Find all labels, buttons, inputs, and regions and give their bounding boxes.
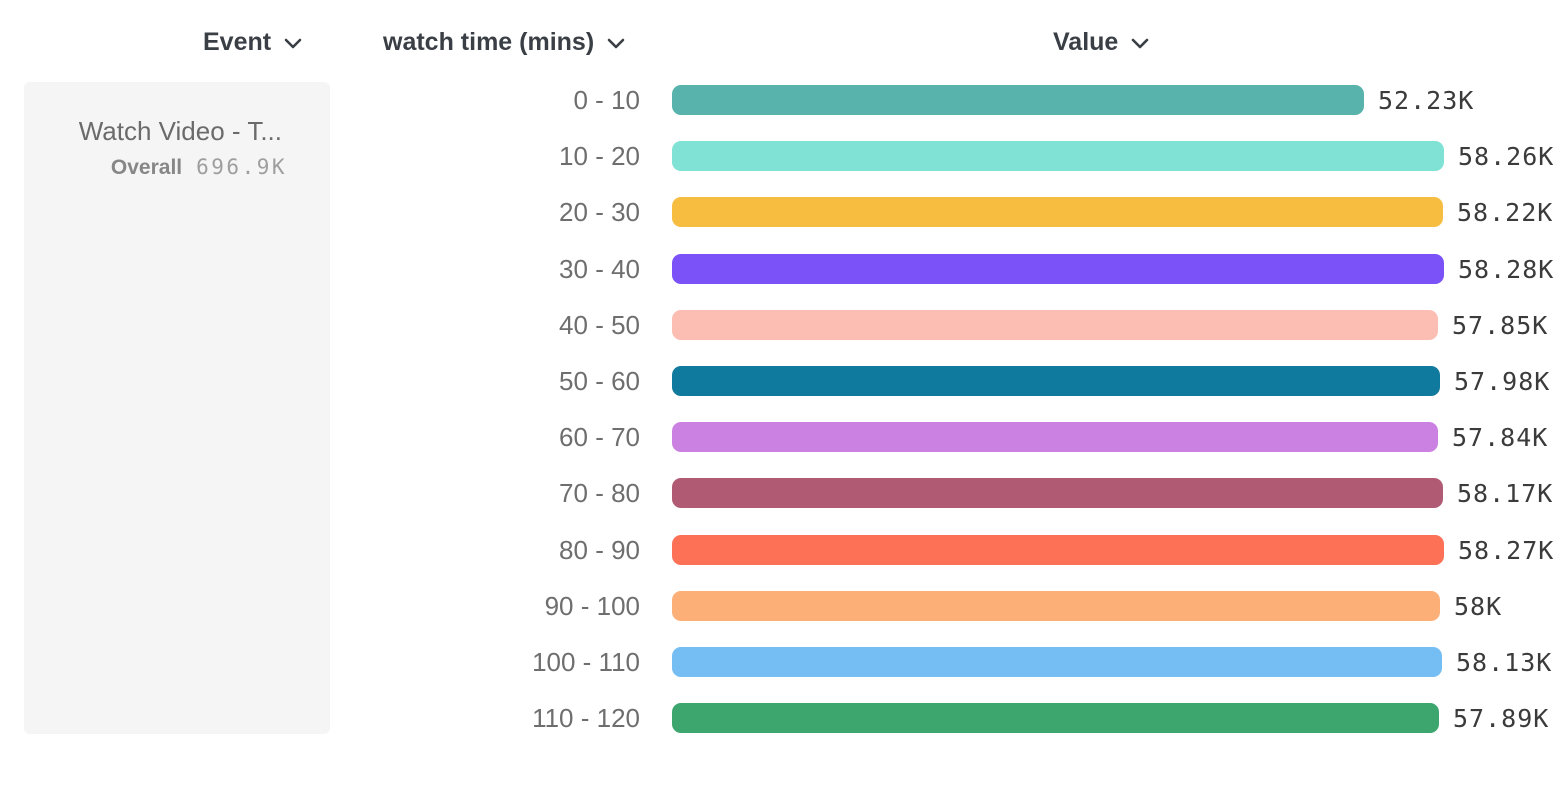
chart-row: 30 - 40 58.28K bbox=[0, 254, 1568, 284]
event-card[interactable]: Watch Video - T... Overall 696.9K bbox=[24, 82, 330, 734]
bar-value-label: 58.27K bbox=[1458, 536, 1555, 565]
chart-row: 100 - 110 58.13K bbox=[0, 647, 1568, 677]
bar-value-label: 58.28K bbox=[1458, 255, 1555, 284]
category-label: 20 - 30 bbox=[559, 197, 640, 227]
column-header-watch-time-label: watch time (mins) bbox=[383, 27, 595, 56]
category-label: 40 - 50 bbox=[559, 310, 640, 340]
chart-row: 10 - 20 58.26K bbox=[0, 141, 1568, 171]
bar-segment[interactable] bbox=[672, 591, 1440, 621]
bar-segment[interactable] bbox=[672, 535, 1444, 565]
bar-value-label: 52.23K bbox=[1378, 86, 1475, 115]
column-header-watch-time[interactable]: watch time (mins) bbox=[383, 27, 625, 57]
chart-row: 70 - 80 58.17K bbox=[0, 478, 1568, 508]
event-title: Watch Video - T... bbox=[78, 116, 282, 146]
bar-value-label: 57.85K bbox=[1452, 311, 1549, 340]
bar-segment[interactable] bbox=[672, 647, 1442, 677]
category-label: 110 - 120 bbox=[532, 703, 640, 733]
overall-label: Overall bbox=[110, 156, 183, 179]
chart-row: 0 - 10 52.23K bbox=[0, 85, 1568, 115]
column-header-event-label: Event bbox=[203, 27, 272, 56]
category-label: 10 - 20 bbox=[559, 141, 640, 171]
chart-row: 40 - 50 57.85K bbox=[0, 310, 1568, 340]
category-label: 80 - 90 bbox=[559, 535, 640, 565]
chart-row: 80 - 90 58.27K bbox=[0, 535, 1568, 565]
category-label: 60 - 70 bbox=[559, 422, 640, 452]
category-label: 50 - 60 bbox=[559, 366, 640, 396]
category-label: 100 - 110 bbox=[532, 647, 640, 677]
chart-row: 20 - 30 58.22K bbox=[0, 197, 1568, 227]
bar-value-label: 57.98K bbox=[1454, 367, 1551, 396]
chart-row: 60 - 70 57.84K bbox=[0, 422, 1568, 452]
bar-value-label: 57.84K bbox=[1452, 423, 1549, 452]
bar-segment[interactable] bbox=[672, 141, 1444, 171]
column-header-event[interactable]: Event bbox=[203, 27, 302, 57]
overall-value: 696.9K bbox=[196, 155, 287, 179]
bar-value-label: 58.22K bbox=[1457, 198, 1554, 227]
bar-segment[interactable] bbox=[672, 478, 1443, 508]
chart-row: 90 - 100 58K bbox=[0, 591, 1568, 621]
chart-row: 110 - 120 57.89K bbox=[0, 703, 1568, 733]
bar-value-label: 57.89K bbox=[1453, 704, 1550, 733]
event-overall-row: Overall 696.9K bbox=[111, 155, 287, 180]
chevron-down-icon bbox=[607, 38, 625, 49]
bar-segment[interactable] bbox=[672, 422, 1438, 452]
bar-segment[interactable] bbox=[672, 310, 1438, 340]
chevron-down-icon bbox=[1131, 38, 1149, 49]
column-header-value-label: Value bbox=[1053, 27, 1119, 56]
category-label: 0 - 10 bbox=[573, 85, 641, 115]
bar-value-label: 58K bbox=[1454, 592, 1503, 621]
column-header-value[interactable]: Value bbox=[1053, 27, 1149, 57]
category-label: 70 - 80 bbox=[559, 478, 640, 508]
bar-segment[interactable] bbox=[672, 197, 1443, 227]
bar-segment[interactable] bbox=[672, 85, 1364, 115]
chevron-down-icon bbox=[284, 38, 302, 49]
bar-value-label: 58.26K bbox=[1458, 142, 1555, 171]
bar-segment[interactable] bbox=[672, 366, 1440, 396]
bar-value-label: 58.17K bbox=[1457, 479, 1554, 508]
category-label: 90 - 100 bbox=[544, 591, 640, 621]
bar-segment[interactable] bbox=[672, 254, 1444, 284]
bar-segment[interactable] bbox=[672, 703, 1439, 733]
bar-value-label: 58.13K bbox=[1456, 648, 1553, 677]
category-label: 30 - 40 bbox=[559, 254, 640, 284]
chart-row: 50 - 60 57.98K bbox=[0, 366, 1568, 396]
